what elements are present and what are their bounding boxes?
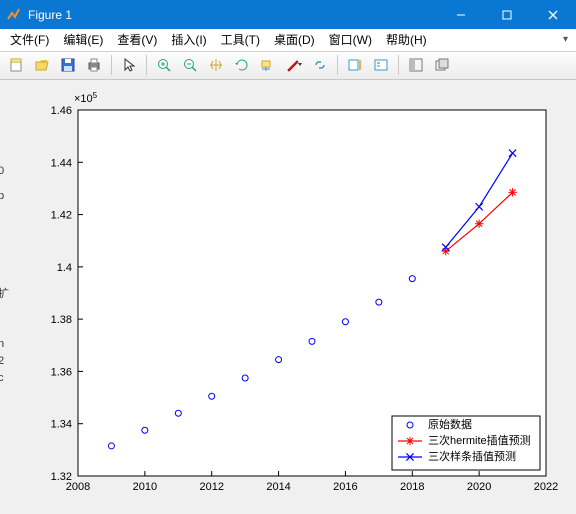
menu-insert[interactable]: 插入(I) bbox=[165, 29, 212, 50]
menu-desktop[interactable]: 桌面(D) bbox=[268, 29, 321, 50]
toolbar bbox=[0, 52, 576, 80]
new-figure-icon[interactable] bbox=[4, 53, 28, 77]
menu-overflow-icon[interactable]: ▾ bbox=[559, 34, 572, 45]
svg-text:2016: 2016 bbox=[333, 481, 357, 493]
chart-canvas: 200820102012201420162018202020221.321.34… bbox=[0, 80, 576, 514]
menu-file[interactable]: 文件(F) bbox=[4, 29, 55, 50]
save-icon[interactable] bbox=[56, 53, 80, 77]
svg-text:1.4: 1.4 bbox=[57, 262, 72, 274]
menu-tools[interactable]: 工具(T) bbox=[215, 29, 266, 50]
menu-help[interactable]: 帮助(H) bbox=[380, 29, 433, 50]
link-icon[interactable] bbox=[308, 53, 332, 77]
pointer-icon[interactable] bbox=[117, 53, 141, 77]
svg-text:1.44: 1.44 bbox=[51, 157, 72, 169]
svg-text:2018: 2018 bbox=[400, 481, 424, 493]
pan-icon[interactable] bbox=[204, 53, 228, 77]
figure-window: Figure 1 文件(F) 编辑(E) 查看(V) 插入(I) 工具(T) 桌… bbox=[0, 0, 576, 514]
svg-text:×105: ×105 bbox=[74, 91, 98, 106]
svg-text:1.38: 1.38 bbox=[51, 314, 72, 326]
svg-text:2020: 2020 bbox=[467, 481, 491, 493]
svg-text:2012: 2012 bbox=[199, 481, 223, 493]
menu-window[interactable]: 窗口(W) bbox=[323, 29, 378, 50]
maximize-button[interactable] bbox=[484, 0, 530, 29]
svg-text:原始数据: 原始数据 bbox=[428, 417, 472, 431]
menu-edit[interactable]: 编辑(E) bbox=[57, 29, 109, 50]
svg-text:1.46: 1.46 bbox=[51, 105, 72, 117]
zoom-in-icon[interactable] bbox=[152, 53, 176, 77]
svg-text:1.36: 1.36 bbox=[51, 366, 72, 378]
window-title: Figure 1 bbox=[28, 8, 438, 22]
menubar: 文件(F) 编辑(E) 查看(V) 插入(I) 工具(T) 桌面(D) 窗口(W… bbox=[0, 29, 576, 51]
print-icon[interactable] bbox=[82, 53, 106, 77]
svg-text:2022: 2022 bbox=[534, 481, 558, 493]
menu-view[interactable]: 查看(V) bbox=[111, 29, 163, 50]
minimize-button[interactable] bbox=[438, 0, 484, 29]
brush-icon[interactable] bbox=[282, 53, 306, 77]
matlab-icon bbox=[6, 7, 22, 23]
zoom-out-icon[interactable] bbox=[178, 53, 202, 77]
rotate-icon[interactable] bbox=[230, 53, 254, 77]
svg-text:1.42: 1.42 bbox=[51, 210, 72, 222]
svg-text:三次样条插值预测: 三次样条插值预测 bbox=[428, 449, 516, 463]
open-icon[interactable] bbox=[30, 53, 54, 77]
titlebar: Figure 1 bbox=[0, 0, 576, 29]
left-cutoff-labels: 0 p 扩 n 2 c bbox=[0, 80, 8, 514]
plot-area[interactable]: 0 p 扩 n 2 c 2008201020122014201620182020… bbox=[0, 80, 576, 514]
data-cursor-icon[interactable] bbox=[256, 53, 280, 77]
dock-icon[interactable] bbox=[404, 53, 428, 77]
svg-text:三次hermite插值预测: 三次hermite插值预测 bbox=[428, 433, 531, 447]
svg-text:1.34: 1.34 bbox=[51, 419, 72, 431]
legend-icon[interactable] bbox=[369, 53, 393, 77]
close-button[interactable] bbox=[530, 0, 576, 29]
colorbar-icon[interactable] bbox=[343, 53, 367, 77]
svg-text:2010: 2010 bbox=[133, 481, 157, 493]
undock-icon[interactable] bbox=[430, 53, 454, 77]
svg-text:2014: 2014 bbox=[266, 481, 290, 493]
svg-text:1.32: 1.32 bbox=[51, 471, 72, 483]
